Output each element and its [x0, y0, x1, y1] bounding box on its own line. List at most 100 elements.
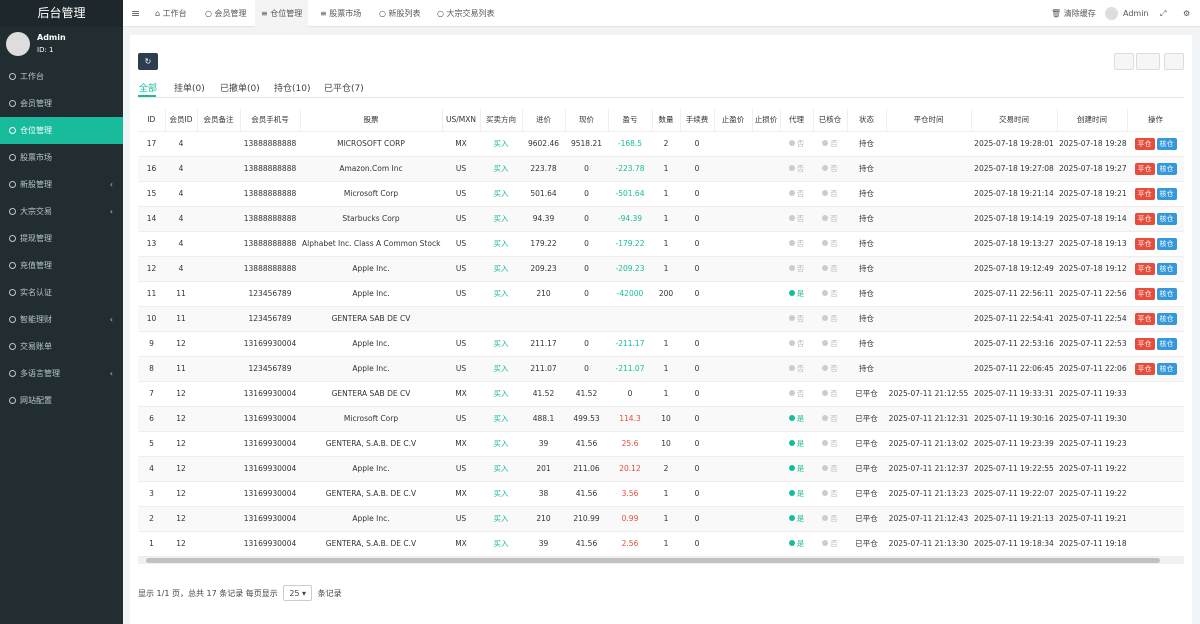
actions-cell: 平仓 核仓 — [1127, 131, 1184, 157]
action-button[interactable]: 平仓 — [1134, 237, 1155, 250]
table-cell: 13169930004 — [240, 431, 300, 457]
table-cell: 否 — [780, 206, 813, 232]
filter-tab[interactable]: 挂单(0) — [174, 84, 205, 94]
action-button[interactable]: 平仓 — [1134, 337, 1155, 350]
action-button[interactable]: 核仓 — [1156, 212, 1177, 225]
action-button[interactable]: 平仓 — [1134, 187, 1155, 200]
table-cell — [197, 406, 240, 432]
table-row: 8 11 123456789 Apple Inc. US 买入 211.07 0 -211.07… — [138, 356, 1184, 382]
cell-text: 13888888888 — [243, 139, 297, 148]
table-cell: 持仓 — [847, 256, 886, 282]
cell-text: 否 — [830, 339, 838, 348]
menu-item[interactable]: 充值管理 — [0, 252, 123, 279]
cell-text: 否 — [796, 189, 805, 198]
menu-item[interactable]: 网站配置 — [0, 387, 123, 414]
top-tab[interactable]: ≡ 股票市场 — [320, 9, 362, 18]
table-cell: 0 — [680, 181, 714, 207]
user-panel: Admin ID: 1 — [0, 27, 123, 63]
table-cell: 买入 — [480, 356, 522, 382]
table-cell: 13888888888 — [240, 156, 300, 182]
top-tab[interactable]: ○ 新股列表 — [379, 9, 421, 18]
menu-item[interactable]: 会员管理 — [0, 90, 123, 117]
table-cell: 2025-07-11 19:22:07 — [971, 481, 1057, 507]
top-tab[interactable]: ⌂ 工作台 — [155, 9, 187, 18]
table-cell: 11 — [165, 306, 197, 332]
menu-item[interactable]: 股票市场 — [0, 144, 123, 171]
menu-item[interactable]: 多语言管理 ‹ — [0, 360, 123, 387]
menu-item[interactable]: 仓位管理 — [0, 117, 123, 144]
toolbar-button[interactable] — [1136, 53, 1160, 70]
top-tab[interactable]: ○ 会员管理 — [205, 9, 247, 18]
filter-tab[interactable]: 全部 — [139, 84, 158, 94]
page-size-select[interactable]: 25 ▾ — [283, 585, 313, 601]
filter-tab[interactable]: 持仓(10) — [274, 84, 311, 94]
action-button[interactable]: 平仓 — [1134, 287, 1155, 300]
filter-tab[interactable]: 已撤单(0) — [220, 84, 260, 94]
fullscreen[interactable]: ⤢ — [1160, 9, 1167, 18]
table-row: 2 12 13169930004 Apple Inc. US 买入 210 210.99 0.9… — [138, 506, 1184, 532]
menu-toggle[interactable]: ≡ — [131, 7, 141, 20]
cell-text: 1 — [663, 389, 669, 398]
table-cell: 0 — [680, 456, 714, 482]
action-button[interactable]: 核仓 — [1156, 262, 1177, 275]
action-button[interactable]: 核仓 — [1156, 187, 1177, 200]
cell-text: 买入 — [493, 164, 509, 173]
action-button[interactable]: 核仓 — [1156, 362, 1177, 375]
menu-item[interactable]: 工作台 — [0, 63, 123, 90]
action-button[interactable]: 平仓 — [1134, 162, 1155, 175]
table-cell: 买入 — [480, 331, 522, 357]
filter-tab[interactable]: 已平仓(7) — [324, 84, 364, 94]
action-button[interactable]: 平仓 — [1134, 137, 1155, 150]
menu-item[interactable]: 交易账单 — [0, 333, 123, 360]
table-cell: 499.53 — [565, 406, 608, 432]
action-button[interactable]: 核仓 — [1156, 312, 1177, 325]
cell-text: 否 — [796, 389, 805, 398]
cell-text: 否 — [796, 364, 805, 373]
cell-text: 10 — [661, 439, 671, 448]
table-cell — [197, 481, 240, 507]
table-cell — [608, 306, 652, 332]
settings[interactable]: ⚙ — [1183, 9, 1191, 18]
action-button[interactable]: 平仓 — [1134, 212, 1155, 225]
cell-text: 39 — [538, 539, 549, 548]
table-cell — [714, 281, 752, 307]
menu-item[interactable]: 新股管理 ‹ — [0, 171, 123, 198]
tab-label: 股票市场 — [329, 9, 362, 18]
action-button[interactable]: 核仓 — [1156, 137, 1177, 150]
action-button[interactable]: 平仓 — [1134, 312, 1155, 325]
table-cell: 0 — [680, 481, 714, 507]
refresh-button[interactable]: ↻ — [138, 53, 158, 70]
cell-text: 2025-07-11 19:22:07 — [974, 489, 1054, 498]
status-dot — [822, 190, 829, 196]
table-cell — [752, 356, 780, 382]
cell-text: 2025-07-11 22:53:16 — [974, 339, 1054, 348]
clear-cache[interactable]: 🗑 清除缓存 — [1051, 9, 1096, 18]
table-cell: Apple Inc. — [300, 331, 442, 357]
table-cell: 0 — [680, 506, 714, 532]
top-tab[interactable]: ≡ 仓位管理 — [255, 0, 309, 27]
menu-item[interactable]: 大宗交易 ‹ — [0, 198, 123, 225]
table-cell: 13888888888 — [240, 131, 300, 157]
menu-item[interactable]: 智能理财 ‹ — [0, 306, 123, 333]
action-button[interactable]: 核仓 — [1156, 337, 1177, 350]
toolbar-button[interactable] — [1114, 53, 1134, 70]
action-button[interactable]: 平仓 — [1134, 262, 1155, 275]
action-button[interactable]: 平仓 — [1134, 362, 1155, 375]
action-button[interactable]: 核仓 — [1156, 287, 1177, 300]
top-tab[interactable]: ○ 大宗交易列表 — [437, 9, 495, 18]
menu-item[interactable]: 实名认证 — [0, 279, 123, 306]
menu-item[interactable]: 提现管理 — [0, 225, 123, 252]
user-menu[interactable]: Admin — [1105, 0, 1149, 27]
actions-cell: 平仓 核仓 — [1127, 256, 1184, 282]
table-cell: 39 — [522, 431, 565, 457]
table-cell: Alphabet Inc. Class A Common Stock — [300, 231, 442, 257]
table-cell: 13169930004 — [240, 456, 300, 482]
status-dot — [822, 415, 829, 421]
cell-text: 3.56 — [621, 489, 639, 498]
toolbar-button[interactable] — [1164, 53, 1184, 70]
table-cell — [714, 481, 752, 507]
table-cell: GENTERA SAB DE CV — [300, 306, 442, 332]
action-button[interactable]: 核仓 — [1156, 162, 1177, 175]
action-button[interactable]: 核仓 — [1156, 237, 1177, 250]
scrollbar[interactable] — [138, 557, 1184, 564]
